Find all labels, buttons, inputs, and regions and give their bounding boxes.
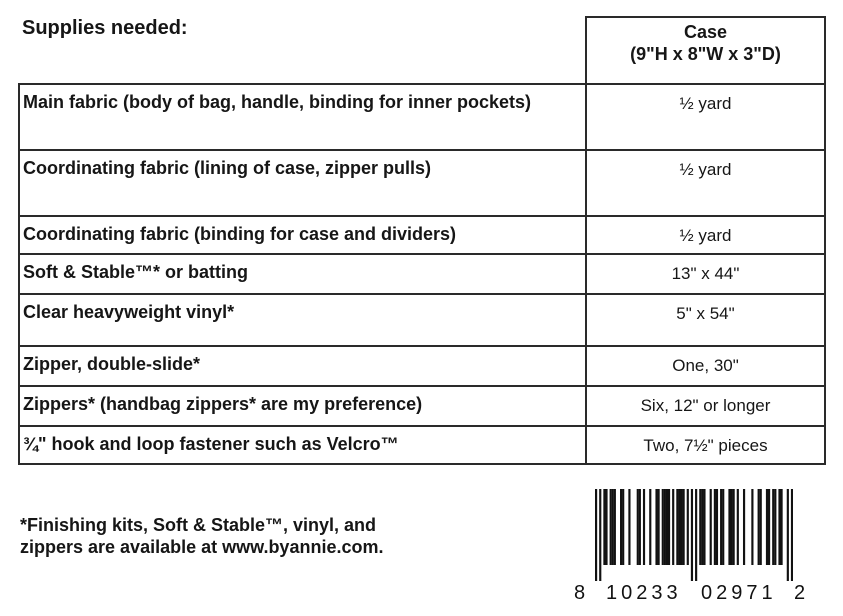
upc-barcode: 8 10233 02971 2 bbox=[560, 489, 830, 607]
table-row: ¾" hook and loop fastener such as Velcro… bbox=[18, 426, 826, 465]
supply-qty-zipper-double-slide: One, 30" bbox=[585, 346, 826, 387]
table-row: Clear heavyweight vinyl* 5" x 54" bbox=[18, 294, 826, 347]
case-title: Case bbox=[683, 22, 728, 42]
supply-qty-vinyl: 5" x 54" bbox=[585, 294, 826, 347]
table-row: Coordinating fabric (binding for case an… bbox=[18, 216, 826, 255]
supply-item-vinyl: Clear heavyweight vinyl* bbox=[18, 294, 586, 347]
supply-qty-hook-and-loop: Two, 7½" pieces bbox=[585, 426, 826, 465]
barcode-digit-right: 2 bbox=[794, 582, 806, 604]
barcode-bars bbox=[595, 489, 793, 581]
footnote-line-1: *Finishing kits, Soft & Stable™, vinyl, … bbox=[20, 515, 377, 535]
supply-item-coordinating-binding: Coordinating fabric (binding for case an… bbox=[18, 216, 586, 255]
supply-item-main-fabric: Main fabric (body of bag, handle, bindin… bbox=[18, 84, 586, 151]
supply-qty-coordinating-binding: ½ yard bbox=[585, 216, 826, 255]
table-row: Main fabric (body of bag, handle, bindin… bbox=[18, 84, 826, 151]
table-row: Zipper, double-slide* One, 30" bbox=[18, 346, 826, 387]
supply-qty-soft-and-stable: 13" x 44" bbox=[585, 254, 826, 295]
case-dimensions: (9"H x 8"W x 3"D) bbox=[630, 44, 781, 64]
table-header-row: Supplies needed: Case (9"H x 8"W x 3"D) bbox=[19, 16, 826, 85]
barcode-group-2: 02971 bbox=[701, 582, 777, 604]
supply-item-coordinating-lining: Coordinating fabric (lining of case, zip… bbox=[18, 150, 586, 217]
supply-item-zipper-double-slide: Zipper, double-slide* bbox=[18, 346, 586, 387]
supply-item-hook-and-loop: ¾" hook and loop fastener such as Velcro… bbox=[18, 426, 586, 465]
case-header-cell: Case (9"H x 8"W x 3"D) bbox=[585, 16, 826, 85]
table-row: Coordinating fabric (lining of case, zip… bbox=[18, 150, 826, 217]
table-row: Soft & Stable™* or batting 13" x 44" bbox=[18, 254, 826, 295]
table-row: Zippers* (handbag zippers* are my prefer… bbox=[18, 386, 826, 427]
barcode-digit-left: 8 bbox=[574, 582, 586, 604]
supplies-table: Supplies needed: Case (9"H x 8"W x 3"D) … bbox=[18, 16, 826, 465]
supply-qty-coordinating-lining: ½ yard bbox=[585, 150, 826, 217]
barcode-group-1: 10233 bbox=[606, 582, 682, 604]
supply-item-soft-and-stable: Soft & Stable™* or batting bbox=[18, 254, 586, 295]
supply-qty-zippers: Six, 12" or longer bbox=[585, 386, 826, 427]
supplies-needed-label: Supplies needed: bbox=[19, 17, 586, 85]
supply-item-zippers: Zippers* (handbag zippers* are my prefer… bbox=[18, 386, 586, 427]
footnote-line-2: zippers are available at www.byannie.com… bbox=[20, 537, 384, 557]
footnote: *Finishing kits, Soft & Stable™, vinyl, … bbox=[20, 514, 383, 558]
supply-qty-main-fabric: ½ yard bbox=[585, 84, 826, 151]
